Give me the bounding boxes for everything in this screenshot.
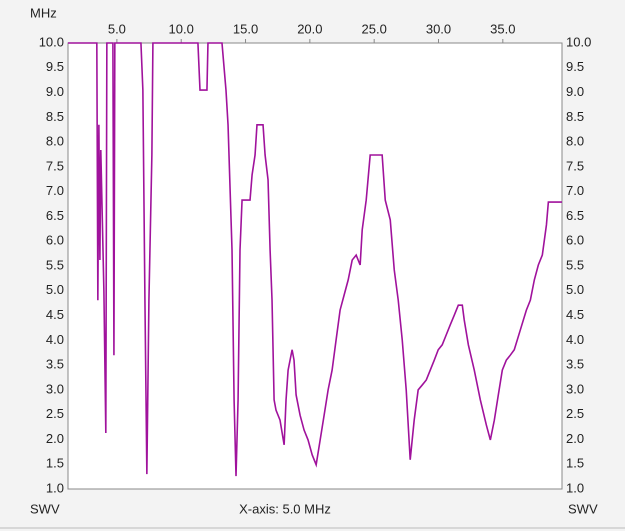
y-tick-label-right: 3.0 bbox=[566, 381, 584, 396]
y-tick-label: 1.0 bbox=[46, 480, 64, 495]
y-tick-label-right: 6.5 bbox=[566, 208, 584, 223]
y-tick-label: 8.5 bbox=[46, 109, 64, 124]
y-tick-label-right: 8.0 bbox=[566, 134, 584, 149]
y-tick-label: 6.0 bbox=[46, 233, 64, 248]
y-tick-label-right: 2.0 bbox=[566, 431, 584, 446]
x-tick-label: 20.0 bbox=[297, 21, 322, 36]
y-tick-label-right: 8.5 bbox=[566, 109, 584, 124]
y-tick-label: 5.0 bbox=[46, 282, 64, 297]
y-tick-label-right: 10.0 bbox=[566, 34, 591, 49]
plot-area bbox=[67, 42, 563, 490]
x-tick-label: 35.0 bbox=[490, 21, 515, 36]
y-label-right: SWV bbox=[568, 501, 598, 516]
y-tick-label-right: 4.0 bbox=[566, 332, 584, 347]
y-tick-label-right: 5.5 bbox=[566, 257, 584, 272]
y-tick-label: 7.5 bbox=[46, 158, 64, 173]
y-tick-label: 7.0 bbox=[46, 183, 64, 198]
y-tick-label: 3.0 bbox=[46, 381, 64, 396]
y-tick-label-right: 7.5 bbox=[566, 158, 584, 173]
y-tick-label-right: 1.5 bbox=[566, 456, 584, 471]
y-tick-label: 9.0 bbox=[46, 84, 64, 99]
y-tick-label-right: 4.5 bbox=[566, 307, 584, 322]
y-tick-label-right: 1.0 bbox=[566, 480, 584, 495]
y-tick-label: 1.5 bbox=[46, 456, 64, 471]
y-tick-label: 8.0 bbox=[46, 134, 64, 149]
y-tick-label-right: 3.5 bbox=[566, 357, 584, 372]
y-tick-label: 2.5 bbox=[46, 406, 64, 421]
y-tick-label: 4.5 bbox=[46, 307, 64, 322]
swv-line bbox=[68, 42, 562, 477]
x-unit-label: MHz bbox=[30, 5, 57, 20]
y-tick-label-right: 5.0 bbox=[566, 282, 584, 297]
y-tick-label-right: 9.5 bbox=[566, 59, 584, 74]
y-tick-label: 5.5 bbox=[46, 257, 64, 272]
y-tick-label: 6.5 bbox=[46, 208, 64, 223]
y-tick-label: 4.0 bbox=[46, 332, 64, 347]
x-tick-label: 25.0 bbox=[362, 21, 387, 36]
x-tick-label: 15.0 bbox=[233, 21, 258, 36]
x-tick-label: 5.0 bbox=[108, 21, 126, 36]
x-tick-label: 10.0 bbox=[169, 21, 194, 36]
y-tick-label-right: 7.0 bbox=[566, 183, 584, 198]
y-tick-label: 10.0 bbox=[39, 34, 64, 49]
y-tick-label: 2.0 bbox=[46, 431, 64, 446]
y-tick-label-right: 9.0 bbox=[566, 84, 584, 99]
y-tick-label-right: 2.5 bbox=[566, 406, 584, 421]
y-tick-label: 3.5 bbox=[46, 357, 64, 372]
y-tick-label: 9.5 bbox=[46, 59, 64, 74]
x-axis-note: X-axis: 5.0 MHz bbox=[239, 501, 331, 516]
y-label-left: SWV bbox=[30, 501, 60, 516]
y-tick-label-right: 6.0 bbox=[566, 233, 584, 248]
x-tick-label: 30.0 bbox=[426, 21, 451, 36]
